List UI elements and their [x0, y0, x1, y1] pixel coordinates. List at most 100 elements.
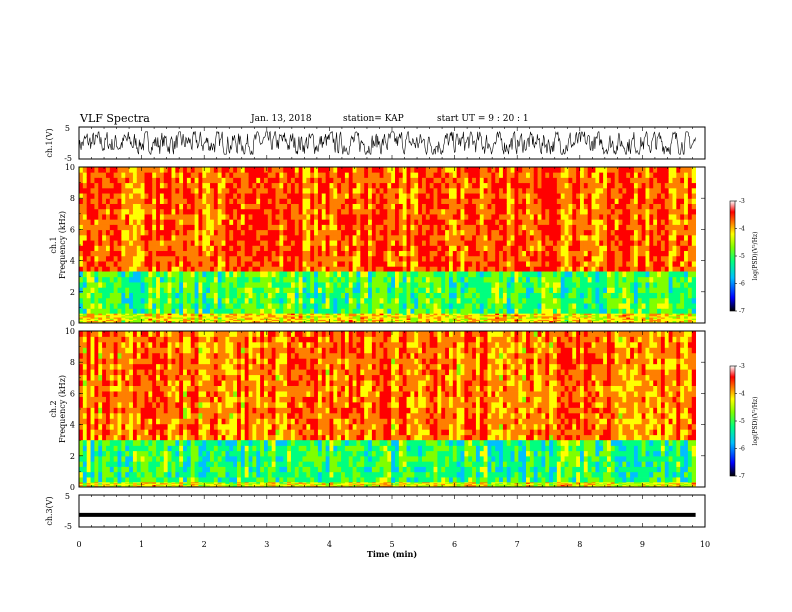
spectrogram-cell — [144, 198, 149, 204]
spectrogram-cell — [445, 303, 450, 309]
spectrogram-cell — [294, 303, 300, 309]
spectrogram-cell — [375, 292, 380, 299]
spectrogram-cell — [129, 219, 134, 225]
spectrogram-cell — [171, 313, 176, 316]
spectrogram-cell — [595, 271, 600, 278]
spectrogram-cell — [163, 320, 169, 323]
spectrogram-cell — [179, 203, 184, 210]
spectrogram-cell — [217, 266, 222, 272]
spectrogram-cell — [371, 193, 377, 199]
spectrogram-cell — [321, 292, 327, 299]
spectrogram-cell — [433, 319, 438, 322]
spectrogram-cell — [410, 250, 415, 257]
spectrogram-cell — [583, 214, 589, 220]
spectrogram-cell — [136, 313, 142, 316]
spectrogram-cell — [387, 303, 392, 309]
spectrogram-cell — [290, 317, 296, 319]
spectrogram-cell — [452, 240, 458, 246]
spectrogram-cell — [510, 229, 515, 236]
spectrogram-cell — [329, 261, 334, 267]
spectrogram-cell — [576, 282, 581, 288]
spectrogram-cell — [109, 320, 115, 323]
spectrogram-cell — [240, 261, 246, 267]
spectrogram-cell — [229, 282, 234, 288]
spectrogram-cell — [464, 318, 469, 320]
spectrogram-cell — [491, 224, 496, 231]
spectrogram-cell — [437, 255, 442, 262]
spectrogram-cell — [190, 266, 196, 272]
spectrogram-cell — [506, 193, 512, 199]
spectrogram-cell — [510, 187, 515, 194]
spectrogram-cell — [583, 317, 589, 319]
spectrogram-cell — [229, 287, 234, 293]
spectrogram-cell — [325, 317, 330, 319]
spectrogram-cell — [529, 193, 535, 199]
spectrogram-cell — [121, 292, 126, 299]
spectrogram-cell — [371, 287, 377, 293]
spectrogram-cell — [302, 318, 307, 320]
spectrogram-cell — [86, 318, 91, 320]
spectrogram-cell — [240, 308, 246, 315]
spectrogram-cell — [379, 314, 384, 317]
spectrogram-cell — [109, 250, 115, 257]
spectrogram-cell — [364, 303, 369, 309]
spectrogram-cell — [290, 182, 296, 189]
spectrogram-cell — [140, 271, 145, 278]
spectrogram-cell — [375, 187, 380, 194]
spectrogram-cell — [537, 245, 542, 252]
spectrogram-cell — [556, 229, 562, 236]
spectrogram-cell — [152, 292, 157, 299]
spectrogram-cell — [491, 317, 496, 319]
spectrogram-cell — [98, 276, 103, 283]
spectrogram-cell — [233, 182, 238, 189]
spectrogram-cell — [545, 303, 550, 309]
spectrogram-cell — [479, 193, 485, 199]
spectrogram-cell — [294, 245, 300, 252]
spectrogram-cell — [456, 255, 461, 262]
spectrogram-cell — [418, 203, 423, 210]
spectrogram-cell — [148, 308, 153, 315]
spectrogram-cell — [183, 266, 188, 272]
spectrogram-cell — [302, 224, 307, 231]
spectrogram-cell — [198, 266, 203, 272]
spectrogram-cell — [464, 193, 469, 199]
spectrogram-cell — [321, 318, 327, 320]
spectrogram-cell — [171, 250, 176, 257]
spectrogram-cell — [425, 319, 431, 322]
spectrogram-cell — [159, 229, 165, 236]
spectrogram-cell — [526, 276, 531, 283]
spectrogram-cell — [344, 208, 350, 215]
spectrogram-cell — [341, 203, 346, 210]
spectrogram-cell — [194, 198, 199, 204]
spectrogram-cell — [491, 177, 496, 184]
spectrogram-cell — [364, 177, 369, 184]
spectrogram-cell — [487, 308, 492, 315]
spectrogram-cell — [537, 255, 542, 262]
spectrogram-cell — [267, 255, 273, 262]
spectrogram-cell — [472, 219, 477, 225]
spectrogram-cell — [410, 234, 415, 241]
spectrogram-cell — [279, 313, 284, 316]
spectrogram-cell — [348, 317, 354, 319]
spectrogram-cell — [356, 172, 361, 178]
spectrogram-cell — [237, 308, 242, 315]
spectrogram-cell — [302, 271, 307, 278]
spectrogram-cell — [140, 250, 145, 257]
spectrogram-cell — [383, 214, 388, 220]
spectrogram-cell — [125, 313, 130, 316]
spectrogram-cell — [148, 167, 153, 173]
spectrogram-cell — [425, 292, 431, 299]
spectrogram-cell — [595, 308, 600, 315]
spectrogram-cell — [479, 314, 485, 317]
spectrogram-cell — [549, 313, 554, 316]
spectrogram-cell — [329, 266, 334, 272]
spectrogram-cell — [148, 319, 153, 322]
spectrogram-cell — [526, 292, 531, 299]
spectrogram-cell — [537, 167, 542, 173]
spectrogram-cell — [314, 219, 319, 225]
spectrogram-cell — [421, 287, 427, 293]
spectrogram-cell — [414, 203, 419, 210]
spectrogram-cell — [556, 172, 562, 178]
spectrogram-cell — [576, 313, 581, 316]
spectrogram-cell — [556, 292, 562, 299]
